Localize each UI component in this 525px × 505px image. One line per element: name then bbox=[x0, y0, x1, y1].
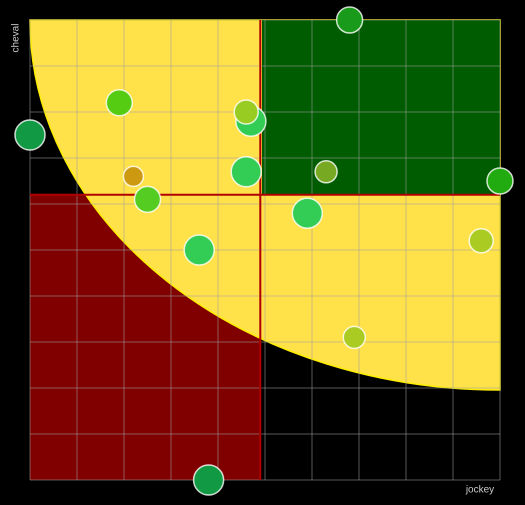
bubble bbox=[122, 165, 145, 188]
reference-lines bbox=[30, 20, 500, 480]
bubble bbox=[291, 197, 324, 229]
bubble bbox=[192, 464, 225, 496]
x-axis-label: jockey bbox=[465, 485, 494, 496]
bubble bbox=[314, 160, 338, 184]
bubble bbox=[486, 167, 514, 195]
bubble bbox=[105, 89, 134, 117]
y-axis-label: cheval bbox=[11, 24, 22, 53]
points bbox=[14, 6, 514, 496]
bubble bbox=[335, 6, 364, 34]
bubble bbox=[230, 156, 262, 188]
bubble bbox=[468, 228, 494, 254]
quadrant-high bbox=[262, 20, 500, 195]
bubble bbox=[183, 234, 215, 266]
bubble bbox=[133, 185, 162, 214]
bubble bbox=[342, 325, 367, 350]
bubble bbox=[14, 119, 46, 151]
bubble bbox=[233, 99, 259, 125]
